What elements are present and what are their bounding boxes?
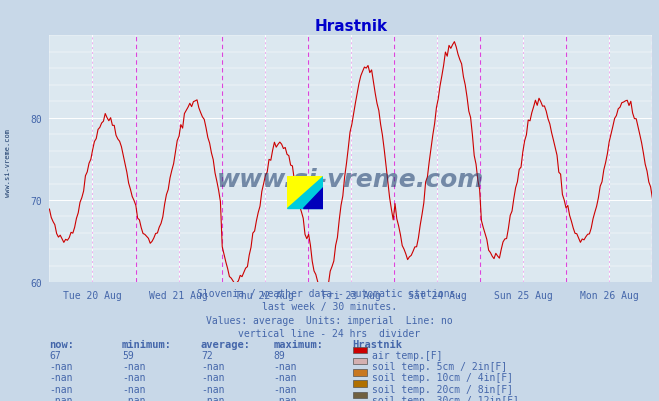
Text: -nan: -nan bbox=[273, 373, 297, 383]
Text: Slovenia / weather data - automatic stations.
last week / 30 minutes.
Values: av: Slovenia / weather data - automatic stat… bbox=[197, 288, 462, 338]
Text: -nan: -nan bbox=[273, 361, 297, 371]
Text: soil temp. 20cm / 8in[F]: soil temp. 20cm / 8in[F] bbox=[372, 384, 513, 394]
Text: air temp.[F]: air temp.[F] bbox=[372, 350, 443, 360]
Text: -nan: -nan bbox=[49, 384, 73, 394]
Text: -nan: -nan bbox=[273, 384, 297, 394]
Text: -nan: -nan bbox=[122, 384, 146, 394]
Text: now:: now: bbox=[49, 339, 74, 349]
Text: Hrastnik: Hrastnik bbox=[353, 339, 403, 349]
Text: -nan: -nan bbox=[122, 395, 146, 401]
Text: average:: average: bbox=[201, 339, 251, 349]
Text: www.si-vreme.com: www.si-vreme.com bbox=[217, 167, 484, 191]
Text: 72: 72 bbox=[201, 350, 213, 360]
Text: -nan: -nan bbox=[273, 395, 297, 401]
Polygon shape bbox=[303, 188, 323, 209]
Text: soil temp. 5cm / 2in[F]: soil temp. 5cm / 2in[F] bbox=[372, 361, 507, 371]
Text: 59: 59 bbox=[122, 350, 134, 360]
Text: -nan: -nan bbox=[49, 373, 73, 383]
Polygon shape bbox=[287, 176, 323, 209]
Text: -nan: -nan bbox=[49, 395, 73, 401]
Text: www.si-vreme.com: www.si-vreme.com bbox=[5, 128, 11, 196]
Text: minimum:: minimum: bbox=[122, 339, 172, 349]
Text: -nan: -nan bbox=[201, 384, 225, 394]
Polygon shape bbox=[287, 176, 323, 209]
Text: -nan: -nan bbox=[201, 361, 225, 371]
Text: soil temp. 10cm / 4in[F]: soil temp. 10cm / 4in[F] bbox=[372, 373, 513, 383]
Text: maximum:: maximum: bbox=[273, 339, 324, 349]
Text: -nan: -nan bbox=[122, 373, 146, 383]
Title: Hrastnik: Hrastnik bbox=[314, 18, 387, 34]
Text: 67: 67 bbox=[49, 350, 61, 360]
Text: -nan: -nan bbox=[122, 361, 146, 371]
Text: -nan: -nan bbox=[49, 361, 73, 371]
Text: -nan: -nan bbox=[201, 395, 225, 401]
Text: 89: 89 bbox=[273, 350, 285, 360]
Text: -nan: -nan bbox=[201, 373, 225, 383]
Text: soil temp. 30cm / 12in[F]: soil temp. 30cm / 12in[F] bbox=[372, 395, 519, 401]
